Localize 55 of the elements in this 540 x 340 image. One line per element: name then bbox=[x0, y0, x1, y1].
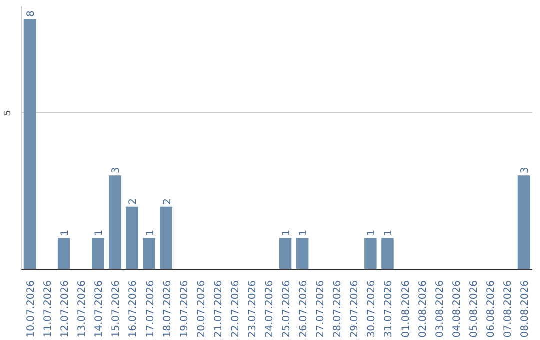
x-tick-label: 05.08.2026 bbox=[468, 280, 480, 338]
data-label: 8 bbox=[26, 10, 38, 18]
data-label: 2 bbox=[162, 198, 174, 205]
x-tick-label: 04.08.2026 bbox=[452, 280, 463, 338]
bar bbox=[58, 238, 70, 270]
x-tick-label: 29.07.2026 bbox=[350, 280, 361, 338]
data-label: 3 bbox=[111, 167, 122, 174]
x-tick-label: 11.07.2026 bbox=[43, 280, 54, 338]
x-tick-label: 25.07.2026 bbox=[282, 280, 293, 338]
bar bbox=[364, 238, 377, 270]
x-tick-label: 24.07.2026 bbox=[264, 280, 276, 338]
data-label: 1 bbox=[298, 230, 310, 236]
x-tick-label: 16.07.2026 bbox=[128, 280, 140, 338]
x-tick-label: 12.07.2026 bbox=[60, 280, 72, 338]
data-label: 1 bbox=[60, 230, 72, 236]
bar bbox=[160, 206, 172, 270]
x-tick-label: 26.07.2026 bbox=[298, 280, 310, 338]
bar bbox=[382, 238, 394, 270]
x-tick-label: 15.07.2026 bbox=[111, 280, 122, 338]
data-label: 2 bbox=[128, 198, 140, 205]
data-label: 1 bbox=[366, 230, 378, 236]
x-tick-label: 21.07.2026 bbox=[213, 280, 224, 338]
x-tick-label: 08.08.2026 bbox=[520, 280, 531, 338]
bar bbox=[296, 238, 309, 270]
bar bbox=[279, 238, 292, 270]
x-tick-label: 30.07.2026 bbox=[366, 280, 378, 338]
x-tick-label: 07.08.2026 bbox=[502, 280, 514, 338]
data-label: 1 bbox=[145, 230, 156, 236]
x-tick-label: 22.07.2026 bbox=[230, 280, 242, 338]
x-tick-label: 14.07.2026 bbox=[94, 280, 106, 338]
x-tick-label: 03.08.2026 bbox=[434, 280, 446, 338]
bar bbox=[24, 19, 36, 270]
x-tick-label: 17.07.2026 bbox=[145, 280, 156, 338]
bar bbox=[126, 206, 138, 270]
data-label: 3 bbox=[520, 167, 531, 174]
bar bbox=[92, 238, 104, 270]
x-tick-label: 28.07.2026 bbox=[332, 280, 344, 338]
data-label: 1 bbox=[282, 230, 293, 236]
x-tick-label: 19.07.2026 bbox=[179, 280, 190, 338]
x-tick-label: 20.07.2026 bbox=[196, 280, 208, 338]
bar bbox=[109, 176, 122, 270]
x-tick-label: 23.07.2026 bbox=[247, 280, 258, 338]
x-tick-label: 10.07.2026 bbox=[26, 280, 38, 338]
x-tick-label: 18.07.2026 bbox=[162, 280, 174, 338]
x-tick-label: 27.07.2026 bbox=[316, 280, 327, 338]
bar bbox=[143, 238, 156, 270]
data-label: 1 bbox=[384, 230, 395, 236]
y-tick-label: 5 bbox=[4, 110, 14, 116]
bar bbox=[518, 176, 530, 270]
x-tick-label: 06.08.2026 bbox=[486, 280, 497, 338]
x-tick-label: 01.08.2026 bbox=[400, 280, 412, 338]
x-tick-label: 13.07.2026 bbox=[77, 280, 88, 338]
x-tick-label: 02.08.2026 bbox=[418, 280, 429, 338]
x-tick-label: 31.07.2026 bbox=[384, 280, 395, 338]
data-label: 1 bbox=[94, 230, 106, 236]
